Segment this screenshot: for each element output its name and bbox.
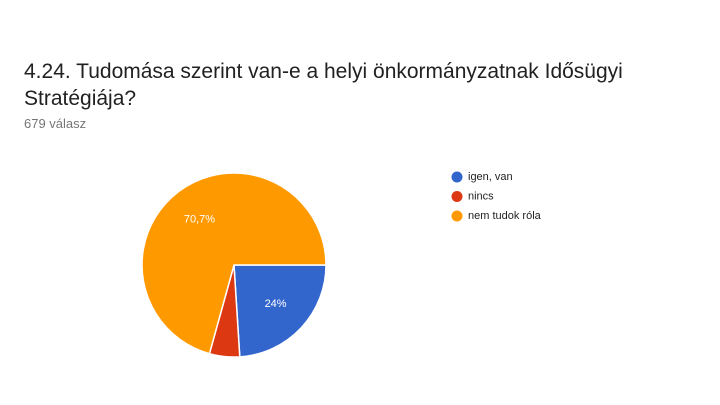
pie-slice <box>233 264 327 358</box>
legend-swatch <box>451 171 463 183</box>
legend-swatch <box>451 191 463 202</box>
legend-label: nem tudok róla <box>468 210 542 222</box>
slice-label: 70,7% <box>184 214 215 226</box>
pie-slice <box>141 172 327 355</box>
chart-title: 4.24. Tudomása szerint van-e a helyi önk… <box>24 60 623 110</box>
legend-label: nincs <box>468 190 494 202</box>
legend-swatch <box>451 210 463 222</box>
slice-label: 24% <box>265 298 287 310</box>
response-count: 679 válasz <box>24 116 87 131</box>
legend-label: igen, van <box>468 171 513 183</box>
